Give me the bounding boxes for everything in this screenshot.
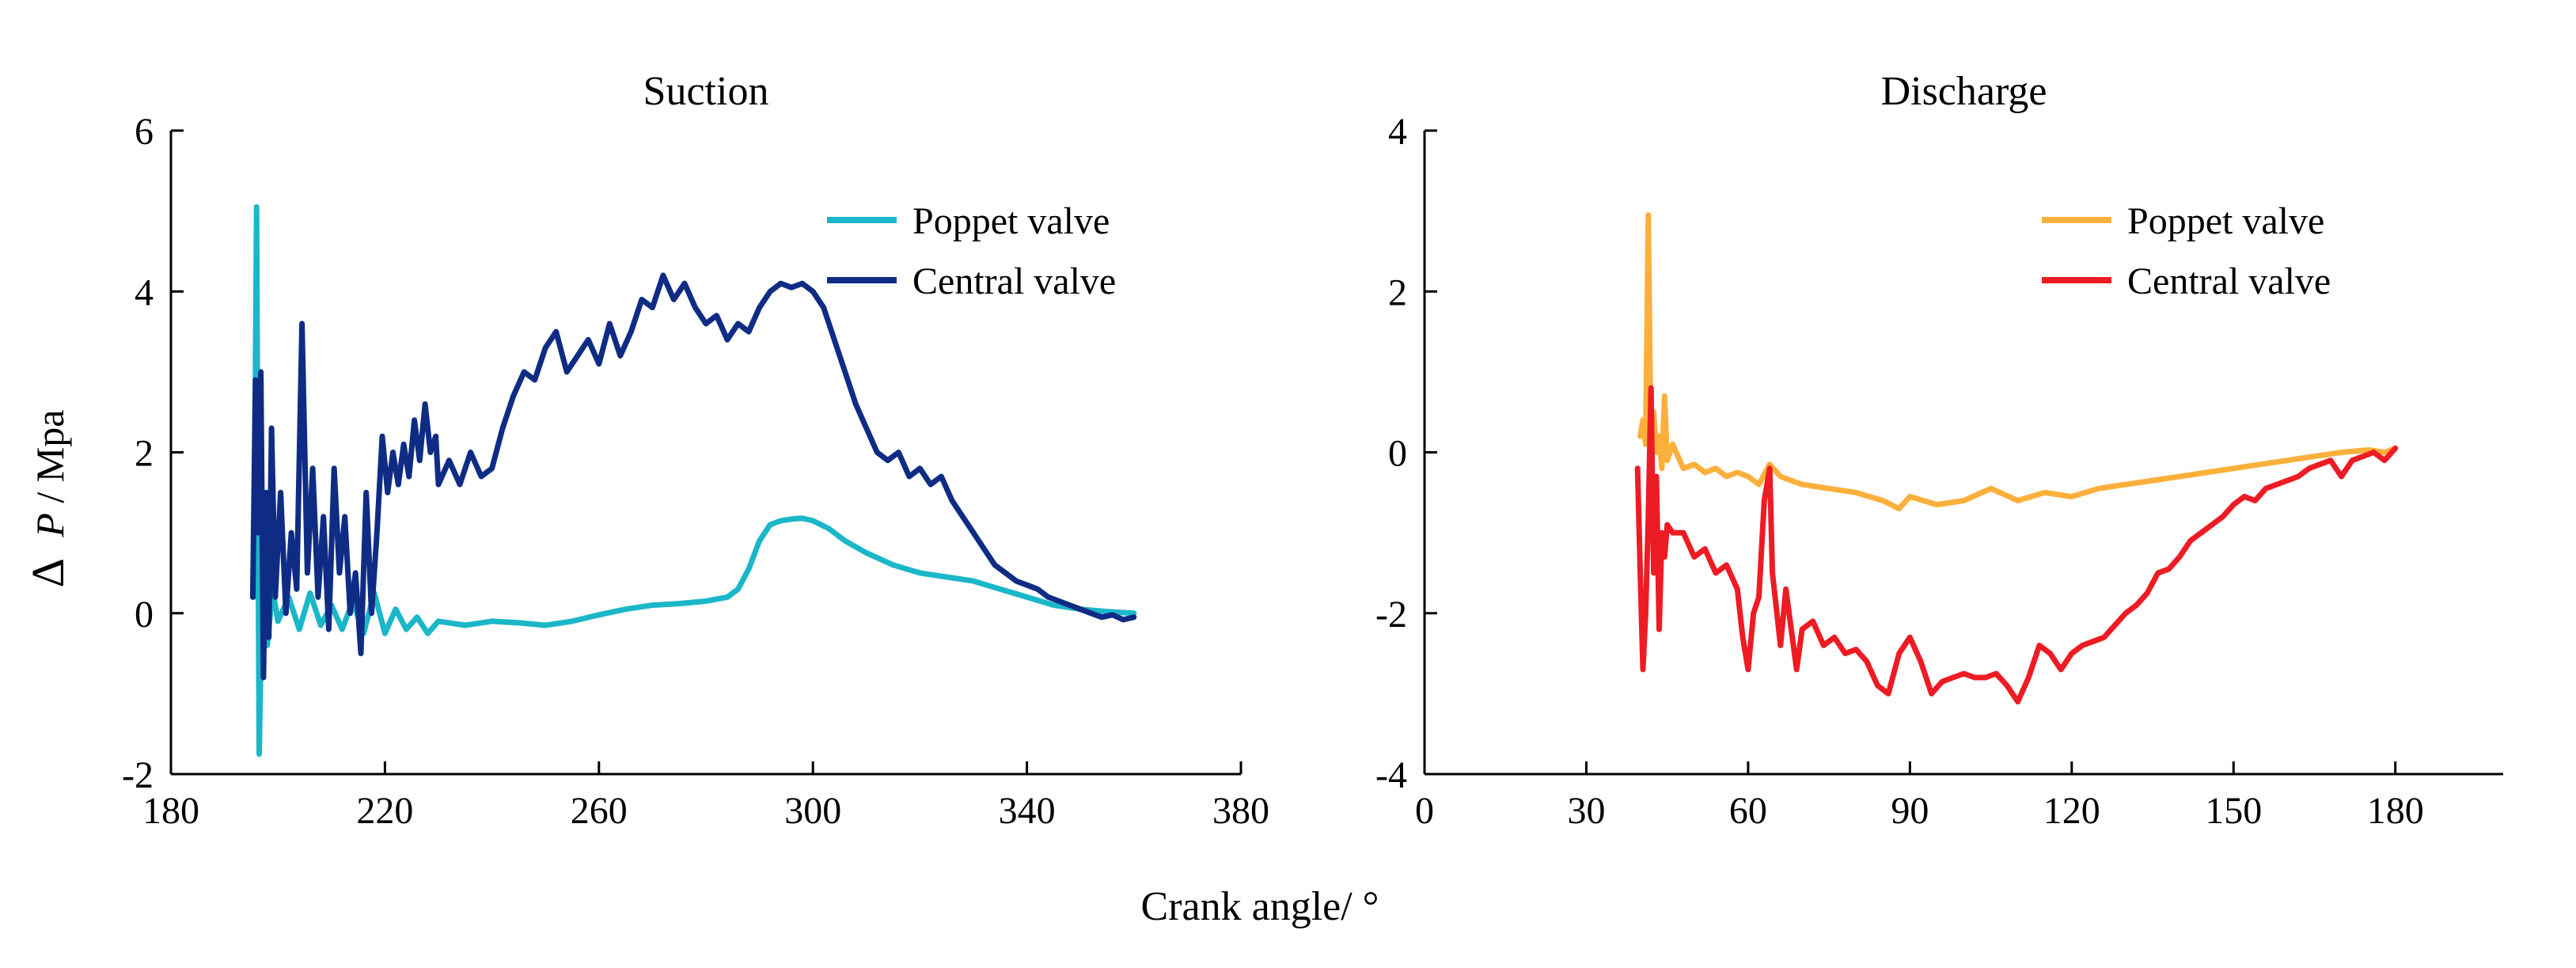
y-axis-label-unit: / Mpa — [28, 410, 72, 503]
suction-y-tick-label: 2 — [135, 433, 154, 475]
x-axis-label: Crank angle/ ° — [1141, 884, 1379, 929]
suction-x-tick-label: 220 — [356, 790, 413, 832]
discharge-y-tick-label: -2 — [1375, 594, 1407, 636]
discharge-title: Discharge — [1881, 69, 2047, 114]
suction-y-tick-label: 6 — [135, 111, 154, 153]
discharge-y-tick-label: 4 — [1388, 111, 1407, 153]
discharge-x-tick-label: 30 — [1567, 790, 1605, 832]
discharge-legend-label: Poppet valve — [2127, 200, 2324, 242]
discharge-x-tick-label: 90 — [1891, 790, 1929, 832]
suction-y-tick-label: -2 — [122, 754, 154, 796]
discharge-series-poppet-valve — [1637, 212, 2399, 512]
suction-y-tick-label: 4 — [135, 271, 154, 313]
suction-y-tick-label: 0 — [135, 594, 154, 636]
discharge-x-tick-label: 120 — [2043, 790, 2100, 832]
suction-x-tick-label: 300 — [784, 790, 841, 832]
discharge-legend: Poppet valve Central valve — [2042, 200, 2331, 302]
y-axis-label-variable: P — [28, 513, 72, 538]
suction-chart: Suction 180 220 260 300 340 380 -2 0 2 4 6 Poppet va… — [122, 69, 1269, 832]
suction-x-tick-label: 340 — [999, 790, 1056, 832]
discharge-x-tick-label: 150 — [2205, 790, 2262, 832]
suction-title: Suction — [643, 69, 769, 114]
suction-series-central-valve — [249, 272, 1137, 681]
discharge-chart: Discharge 0 30 60 90 120 150 180 -4 -2 0 2 4 Poppet v… — [1375, 69, 2503, 832]
discharge-y-tick-label: 0 — [1388, 433, 1407, 475]
discharge-legend-label: Central valve — [2127, 260, 2331, 302]
discharge-x-tick-label: 180 — [2367, 790, 2424, 832]
discharge-x-tick-label: 60 — [1729, 790, 1767, 832]
suction-legend-label: Poppet valve — [912, 200, 1110, 242]
suction-x-tick-label: 380 — [1212, 790, 1269, 832]
suction-legend-label: Central valve — [912, 260, 1116, 302]
suction-x-tick-label: 180 — [142, 790, 199, 832]
discharge-y-tick-label: 2 — [1388, 271, 1407, 313]
discharge-y-tick-label: -4 — [1375, 754, 1407, 796]
discharge-x-tick-label: 0 — [1415, 790, 1434, 832]
y-axis-label-symbol: Δ — [22, 558, 74, 587]
discharge-series-central-valve — [1634, 385, 2399, 704]
suction-x-tick-label: 260 — [571, 790, 628, 832]
y-axis-label: Δ P / Mpa — [22, 410, 74, 588]
suction-legend: Poppet valve Central valve — [827, 200, 1116, 302]
suction-series-poppet-valve — [251, 204, 1137, 757]
